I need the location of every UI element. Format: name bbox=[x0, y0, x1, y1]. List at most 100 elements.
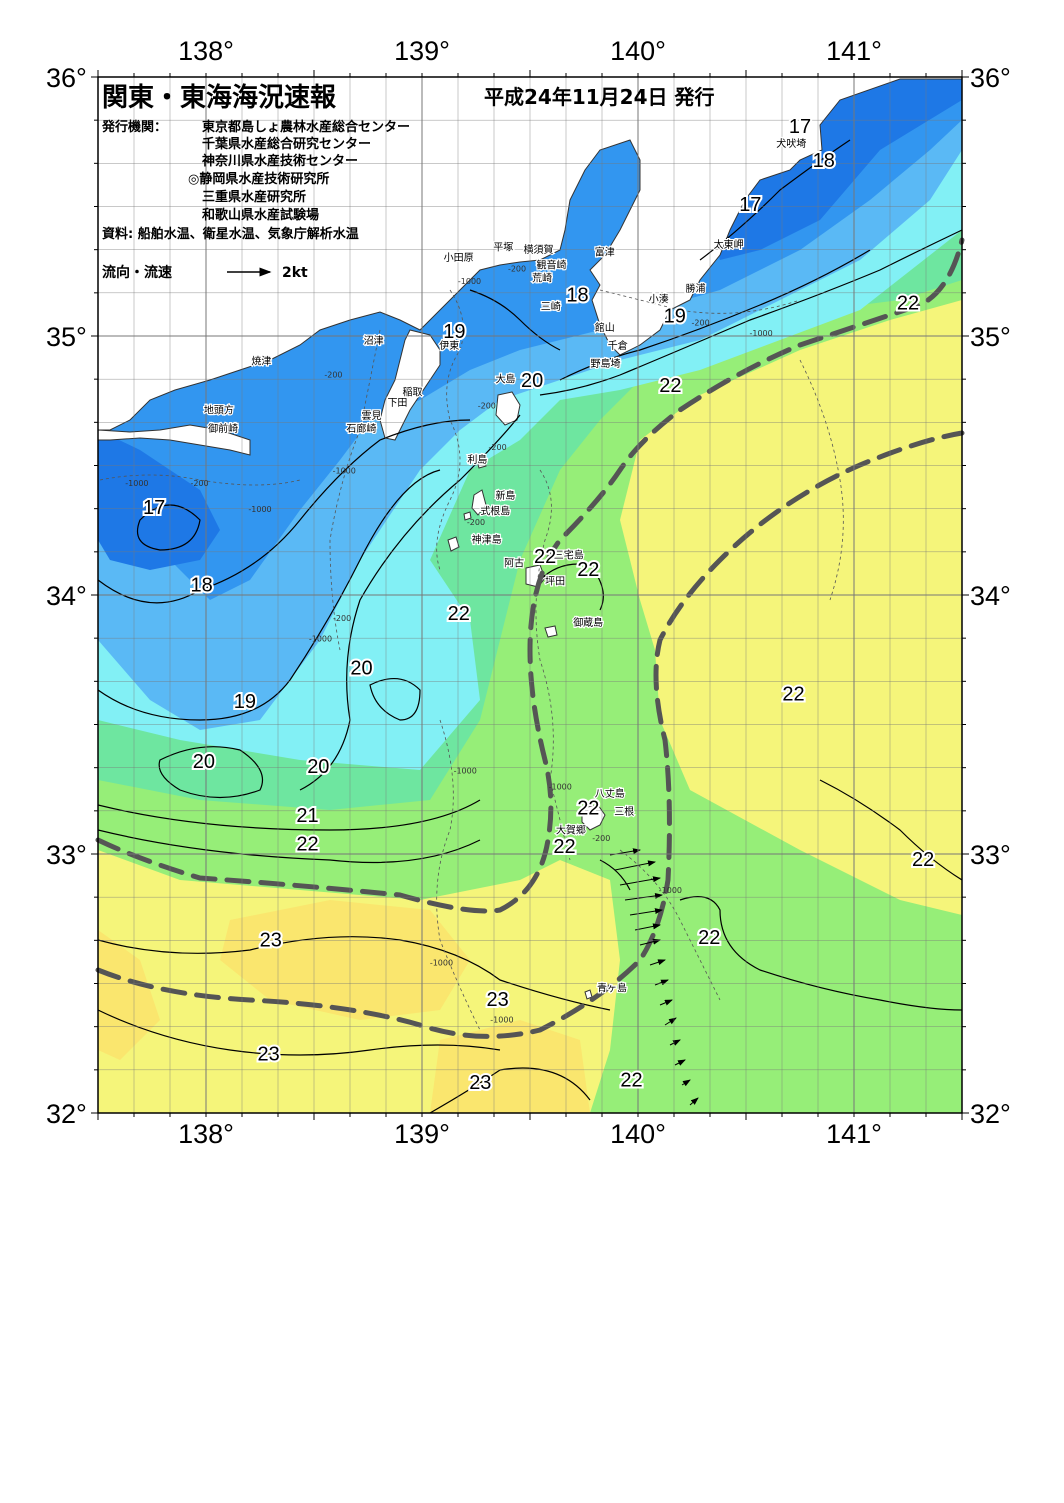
lat-label-left: 36° bbox=[46, 63, 87, 93]
depth-label: -200 bbox=[508, 264, 526, 273]
island-oshima bbox=[495, 391, 521, 426]
place-name: 三根 bbox=[614, 805, 634, 818]
place-name: 利島 bbox=[467, 453, 487, 466]
lat-label-right: 32° bbox=[970, 1099, 1011, 1129]
isotherm-label: 20 bbox=[193, 751, 215, 773]
axis-labels: 138° 138° 139° 139° 140° 140° 141° 141° 36° 36° 35… bbox=[46, 36, 1011, 1149]
lon-label-top: 140° bbox=[610, 36, 666, 66]
isotherm-label: 19 bbox=[664, 305, 686, 327]
header: 関東・東海海況速報 平成24年11月24日 発行 発行機関： 東京都島しょ農林水… bbox=[101, 83, 714, 281]
kuroshio-outer-path bbox=[95, 430, 965, 1039]
isotherm-label: 19 bbox=[234, 691, 256, 713]
lat-label-right: 33° bbox=[970, 840, 1011, 870]
isotherm-label: 22 bbox=[296, 834, 318, 856]
isotherm-label: 20 bbox=[521, 370, 543, 392]
current-vectors bbox=[609, 848, 699, 1106]
zone-17-east bbox=[700, 77, 962, 260]
zone-17-west bbox=[98, 430, 220, 570]
isotherm-label: 22 bbox=[897, 292, 919, 314]
isotherm-label: 22 bbox=[620, 1069, 642, 1091]
legend-label: 流向・流速 bbox=[102, 264, 172, 281]
isotherm-label: 18 bbox=[566, 285, 588, 307]
depth-label: -200 bbox=[333, 614, 351, 623]
island-mikurajima bbox=[544, 625, 558, 638]
lon-label-bottom: 141° bbox=[826, 1119, 882, 1149]
lon-label-bottom: 139° bbox=[394, 1119, 450, 1149]
place-name: 神津島 bbox=[472, 533, 502, 546]
issuer-label: 発行機関： bbox=[101, 119, 167, 135]
lon-label-bottom: 140° bbox=[610, 1119, 666, 1149]
place-name: 館山 bbox=[595, 321, 615, 334]
issue-date: 平成24年11月24日 発行 bbox=[484, 85, 714, 109]
place-name: 犬吠埼 bbox=[776, 137, 806, 150]
graticule bbox=[98, 77, 962, 1113]
depth-label: -200 bbox=[478, 402, 496, 411]
lon-label-top: 139° bbox=[394, 36, 450, 66]
depth-labels: -200 -1000 -200 -1000 -200 -200 -200 -1000 -1000… bbox=[125, 264, 772, 1024]
depth-label: -1000 bbox=[333, 466, 356, 475]
isotherm-label: 21 bbox=[296, 805, 318, 827]
isotherm-label: 22 bbox=[448, 603, 470, 625]
place-name: 大島 bbox=[495, 373, 515, 386]
depth-label: -200 bbox=[592, 834, 610, 843]
place-name: 勝浦 bbox=[686, 282, 706, 295]
place-name: 三宅島 bbox=[554, 549, 584, 562]
lon-label-top: 141° bbox=[826, 36, 882, 66]
land-omaezaki bbox=[98, 424, 251, 456]
isotherm-label: 22 bbox=[553, 836, 575, 858]
isotherm-label: 23 bbox=[258, 1043, 280, 1065]
depth-label: -200 bbox=[467, 518, 485, 527]
place-name: 横須賀 bbox=[524, 243, 554, 256]
legend-scale: 2kt bbox=[282, 265, 308, 281]
place-name: 平塚 bbox=[493, 242, 513, 254]
isotherm-label: 18 bbox=[813, 150, 835, 172]
place-name: 御前崎 bbox=[208, 422, 238, 435]
place-name: 御蔵島 bbox=[573, 616, 603, 629]
isotherm-label: 22 bbox=[577, 797, 599, 819]
lat-label-right: 35° bbox=[970, 322, 1011, 352]
depth-label: -1000 bbox=[549, 782, 572, 791]
depth-label: -1000 bbox=[248, 505, 271, 514]
isotherm-label: 18 bbox=[191, 575, 213, 597]
place-name: 雲見 bbox=[362, 410, 382, 422]
place-name: 沼津 bbox=[364, 334, 384, 347]
depth-label: -1000 bbox=[659, 886, 682, 895]
lon-label-bottom: 138° bbox=[178, 1119, 234, 1149]
place-name: 三崎 bbox=[541, 300, 561, 313]
issuer-4: ◎静岡県水産技術研究所 bbox=[188, 171, 329, 187]
isotherm-label: 17 bbox=[789, 116, 811, 138]
place-name: 観音崎 bbox=[536, 259, 566, 272]
place-name: 小湊 bbox=[649, 292, 669, 305]
island-kozushima bbox=[447, 536, 460, 552]
issuer-6: 和歌山県水産試験場 bbox=[202, 207, 319, 223]
issuer-5: 三重県水産研究所 bbox=[202, 189, 306, 205]
isotherm-label: 23 bbox=[469, 1072, 491, 1094]
zone-24-c bbox=[98, 930, 160, 1060]
isotherm-label: 19 bbox=[443, 321, 465, 343]
isotherm-lines bbox=[98, 139, 962, 1113]
place-name: 富津 bbox=[595, 246, 615, 259]
lat-label-right: 36° bbox=[970, 63, 1011, 93]
depth-label: -200 bbox=[489, 443, 507, 452]
place-name: 式根島 bbox=[480, 505, 510, 518]
issuer-1: 東京都島しょ農林水産総合センター bbox=[202, 119, 410, 135]
lat-label-right: 34° bbox=[970, 581, 1011, 611]
map-title: 関東・東海海況速報 bbox=[102, 83, 337, 113]
depth-label: -1000 bbox=[749, 329, 772, 338]
place-name: 八丈島 bbox=[595, 787, 625, 800]
depth-label: -1000 bbox=[309, 635, 332, 644]
place-name: 青ヶ島 bbox=[597, 981, 627, 994]
place-name: 焼津 bbox=[251, 355, 271, 367]
place-name: 地頭方 bbox=[204, 404, 234, 417]
isotherm-label: 23 bbox=[486, 989, 508, 1011]
depth-contours bbox=[99, 289, 844, 1031]
isotherm-label: 17 bbox=[739, 194, 761, 216]
depth-label: -1000 bbox=[458, 277, 481, 286]
isotherm-label: 20 bbox=[350, 658, 372, 680]
depth-label: -1000 bbox=[454, 767, 477, 776]
island-hachijojima bbox=[581, 804, 606, 831]
island-shikinejima bbox=[463, 511, 472, 521]
isotherm-label: 22 bbox=[534, 546, 556, 568]
